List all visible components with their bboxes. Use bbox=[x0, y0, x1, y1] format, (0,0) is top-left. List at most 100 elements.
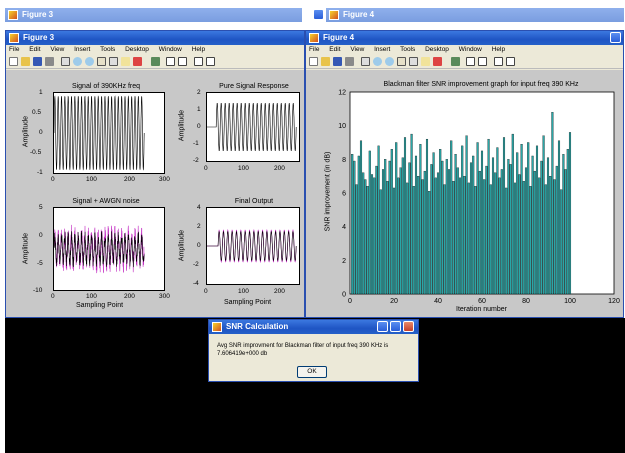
bar bbox=[522, 181, 525, 295]
save-icon[interactable] bbox=[333, 57, 342, 66]
bar bbox=[450, 140, 453, 295]
menu-help[interactable]: Help bbox=[491, 46, 506, 53]
colorbar-icon[interactable] bbox=[466, 57, 475, 66]
bar bbox=[478, 170, 481, 295]
brush-icon[interactable] bbox=[133, 57, 142, 66]
brush-icon[interactable] bbox=[433, 57, 442, 66]
bar bbox=[384, 159, 387, 295]
legend-icon[interactable] bbox=[178, 57, 187, 66]
menu-desktop[interactable]: Desktop bbox=[125, 46, 149, 53]
menu-insert[interactable]: Insert bbox=[374, 46, 391, 53]
plot2-ytick: 2 bbox=[197, 89, 201, 96]
bar bbox=[494, 172, 497, 295]
link-icon[interactable] bbox=[151, 57, 160, 66]
menu-file[interactable]: File bbox=[9, 46, 20, 53]
bar bbox=[498, 177, 501, 295]
save-icon[interactable] bbox=[33, 57, 42, 66]
close-icon[interactable] bbox=[403, 321, 414, 332]
bar bbox=[507, 159, 510, 295]
bar bbox=[472, 155, 475, 295]
menu-view[interactable]: View bbox=[350, 46, 365, 53]
menu-window[interactable]: Window bbox=[458, 46, 482, 53]
plot1-ylabel: Amplitude bbox=[22, 115, 30, 148]
bar bbox=[566, 149, 569, 295]
hide-tools-icon[interactable] bbox=[494, 57, 503, 66]
open-file-icon[interactable] bbox=[321, 57, 330, 66]
zoom-out-icon[interactable] bbox=[85, 57, 94, 66]
data-cursor-icon[interactable] bbox=[121, 57, 130, 66]
bar-chart-xlabel: Iteration number bbox=[456, 306, 507, 313]
link-icon[interactable] bbox=[451, 57, 460, 66]
bar bbox=[496, 147, 499, 295]
rotate-icon[interactable] bbox=[409, 57, 418, 66]
bar-chart-ytick: 4 bbox=[342, 224, 346, 231]
bar bbox=[397, 177, 400, 295]
figure3-titlebar[interactable]: Figure 3 bbox=[6, 31, 304, 45]
bar bbox=[359, 140, 363, 295]
open-file-icon[interactable] bbox=[21, 57, 30, 66]
menu-view[interactable]: View bbox=[50, 46, 65, 53]
show-tools-icon[interactable] bbox=[206, 57, 215, 66]
pointer-icon[interactable] bbox=[361, 57, 370, 66]
rotate-icon[interactable] bbox=[109, 57, 118, 66]
plot1-xtick: 200 bbox=[124, 176, 135, 183]
bar-chart-ytick: 12 bbox=[338, 90, 346, 97]
hide-tools-icon[interactable] bbox=[194, 57, 203, 66]
menu-edit[interactable]: Edit bbox=[329, 46, 341, 53]
figure3-taskbar-tab[interactable]: Figure 3 bbox=[5, 8, 302, 22]
figure4-taskbar-tab[interactable]: Figure 4 bbox=[326, 8, 624, 22]
bar bbox=[469, 162, 473, 295]
bar bbox=[377, 145, 380, 295]
plot2-ylabel: Amplitude bbox=[178, 109, 186, 142]
menu-desktop[interactable]: Desktop bbox=[425, 46, 449, 53]
data-cursor-icon[interactable] bbox=[421, 57, 430, 66]
menu-tools[interactable]: Tools bbox=[100, 46, 116, 53]
bar bbox=[535, 145, 539, 295]
bar bbox=[524, 167, 528, 295]
ok-button[interactable]: OK bbox=[297, 366, 327, 378]
new-figure-icon[interactable] bbox=[9, 57, 18, 66]
figure-icon bbox=[9, 33, 19, 43]
legend-icon[interactable] bbox=[478, 57, 487, 66]
plot1-xtick: 300 bbox=[159, 176, 170, 183]
menu-edit[interactable]: Edit bbox=[29, 46, 41, 53]
bar bbox=[445, 159, 448, 295]
plot4-ylabel: Amplitude bbox=[178, 229, 186, 262]
menu-insert[interactable]: Insert bbox=[74, 46, 91, 53]
print-icon[interactable] bbox=[45, 57, 54, 66]
bar bbox=[364, 179, 367, 295]
new-figure-icon[interactable] bbox=[309, 57, 318, 66]
menu-window[interactable]: Window bbox=[158, 46, 182, 53]
minimize-icon[interactable] bbox=[610, 32, 621, 43]
maximize-icon[interactable] bbox=[390, 321, 401, 332]
bar-chart-ytick: 0 bbox=[342, 292, 346, 299]
bar-chart-xtick: 20 bbox=[390, 298, 398, 305]
figure-icon bbox=[309, 33, 319, 43]
zoom-in-icon[interactable] bbox=[373, 57, 382, 66]
bar bbox=[555, 165, 558, 295]
plot1-signal bbox=[53, 95, 145, 171]
bar-chart-ytick: 10 bbox=[338, 123, 346, 130]
menu-file[interactable]: File bbox=[309, 46, 320, 53]
bar bbox=[456, 167, 459, 295]
show-tools-icon[interactable] bbox=[506, 57, 515, 66]
zoom-out-icon[interactable] bbox=[385, 57, 394, 66]
dialog-titlebar[interactable]: SNR Calculation bbox=[209, 320, 418, 334]
bar bbox=[474, 186, 477, 295]
pointer-icon[interactable] bbox=[61, 57, 70, 66]
zoom-in-icon[interactable] bbox=[73, 57, 82, 66]
menu-tools[interactable]: Tools bbox=[400, 46, 416, 53]
colorbar-icon[interactable] bbox=[166, 57, 175, 66]
menu-help[interactable]: Help bbox=[191, 46, 206, 53]
minimize-icon[interactable] bbox=[377, 321, 388, 332]
pan-icon[interactable] bbox=[397, 57, 406, 66]
pan-icon[interactable] bbox=[97, 57, 106, 66]
minimize-icon[interactable] bbox=[313, 9, 324, 20]
figure4-titlebar[interactable]: Figure 4 bbox=[306, 31, 623, 45]
bar bbox=[454, 154, 457, 295]
plot4-signal bbox=[207, 229, 297, 263]
print-icon[interactable] bbox=[345, 57, 354, 66]
bar-chart-xtick: 80 bbox=[522, 298, 530, 305]
matlab-icon bbox=[212, 322, 222, 332]
bar bbox=[564, 169, 567, 295]
